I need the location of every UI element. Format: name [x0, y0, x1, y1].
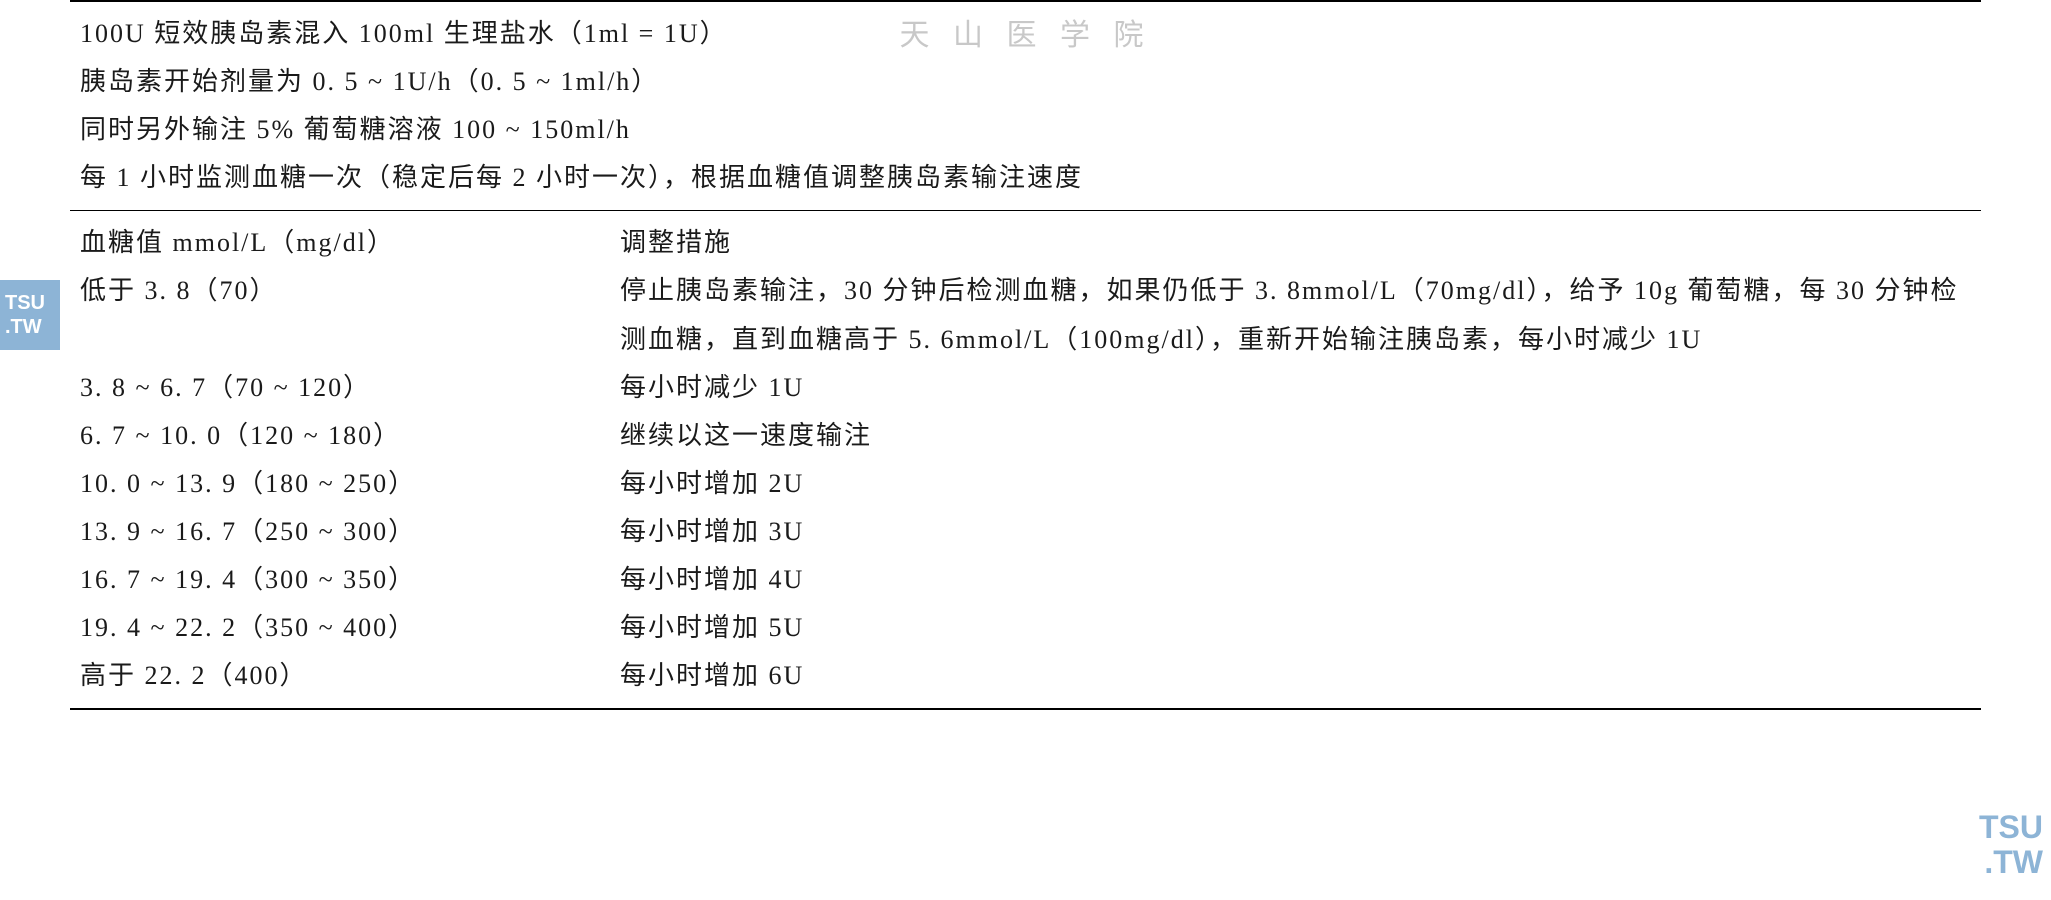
adjustment-action: 每小时减少 1U: [620, 364, 1981, 412]
adjustment-action: 每小时增加 6U: [620, 652, 1981, 700]
table-row: 低于 3. 8（70） 停止胰岛素输注，30 分钟后检测血糖，如果仍低于 3. …: [70, 267, 1981, 363]
glucose-value: 高于 22. 2（400）: [80, 652, 620, 700]
watermark-right-line2: .TW: [1979, 845, 2043, 880]
header-action-col: 调整措施: [620, 219, 1981, 267]
watermark-right-line1: TSU: [1979, 810, 2043, 845]
adjustment-action: 每小时增加 4U: [620, 556, 1981, 604]
table-row: 6. 7 ~ 10. 0（120 ~ 180） 继续以这一速度输注: [70, 412, 1981, 460]
glucose-value: 16. 7 ~ 19. 4（300 ~ 350）: [80, 556, 620, 604]
table-row: 13. 9 ~ 16. 7（250 ~ 300） 每小时增加 3U: [70, 508, 1981, 556]
table-row: 3. 8 ~ 6. 7（70 ~ 120） 每小时减少 1U: [70, 364, 1981, 412]
adjustment-action: 每小时增加 5U: [620, 604, 1981, 652]
instruction-line-1: 100U 短效胰岛素混入 100ml 生理盐水（1ml = 1U）: [70, 10, 1981, 58]
table-row: 16. 7 ~ 19. 4（300 ~ 350） 每小时增加 4U: [70, 556, 1981, 604]
glucose-value: 3. 8 ~ 6. 7（70 ~ 120）: [80, 364, 620, 412]
instruction-line-4: 每 1 小时监测血糖一次（稳定后每 2 小时一次），根据血糖值调整胰岛素输注速度: [70, 154, 1981, 202]
adjustment-action: 停止胰岛素输注，30 分钟后检测血糖，如果仍低于 3. 8mmol/L（70mg…: [620, 267, 1981, 363]
table-top-border: [70, 0, 1981, 2]
table-row: 19. 4 ~ 22. 2（350 ~ 400） 每小时增加 5U: [70, 604, 1981, 652]
table-mid-border: [70, 210, 1981, 211]
glucose-value: 低于 3. 8（70）: [80, 267, 620, 363]
adjustment-action: 每小时增加 2U: [620, 460, 1981, 508]
table-header-row: 血糖值 mmol/L（mg/dl） 调整措施: [70, 219, 1981, 267]
glucose-value: 19. 4 ~ 22. 2（350 ~ 400）: [80, 604, 620, 652]
adjustment-action: 每小时增加 3U: [620, 508, 1981, 556]
adjustment-action: 继续以这一速度输注: [620, 412, 1981, 460]
watermark-right-badge: TSU .TW: [1979, 810, 2043, 880]
glucose-value: 6. 7 ~ 10. 0（120 ~ 180）: [80, 412, 620, 460]
instruction-line-2: 胰岛素开始剂量为 0. 5 ~ 1U/h（0. 5 ~ 1ml/h）: [70, 58, 1981, 106]
instruction-line-3: 同时另外输注 5% 葡萄糖溶液 100 ~ 150ml/h: [70, 106, 1981, 154]
table-row: 10. 0 ~ 13. 9（180 ~ 250） 每小时增加 2U: [70, 460, 1981, 508]
glucose-value: 10. 0 ~ 13. 9（180 ~ 250）: [80, 460, 620, 508]
table-bottom-border: [70, 708, 1981, 710]
table-row: 高于 22. 2（400） 每小时增加 6U: [70, 652, 1981, 700]
header-glucose-col: 血糖值 mmol/L（mg/dl）: [80, 219, 620, 267]
protocol-table: 100U 短效胰岛素混入 100ml 生理盐水（1ml = 1U） 胰岛素开始剂…: [0, 0, 2051, 710]
glucose-value: 13. 9 ~ 16. 7（250 ~ 300）: [80, 508, 620, 556]
